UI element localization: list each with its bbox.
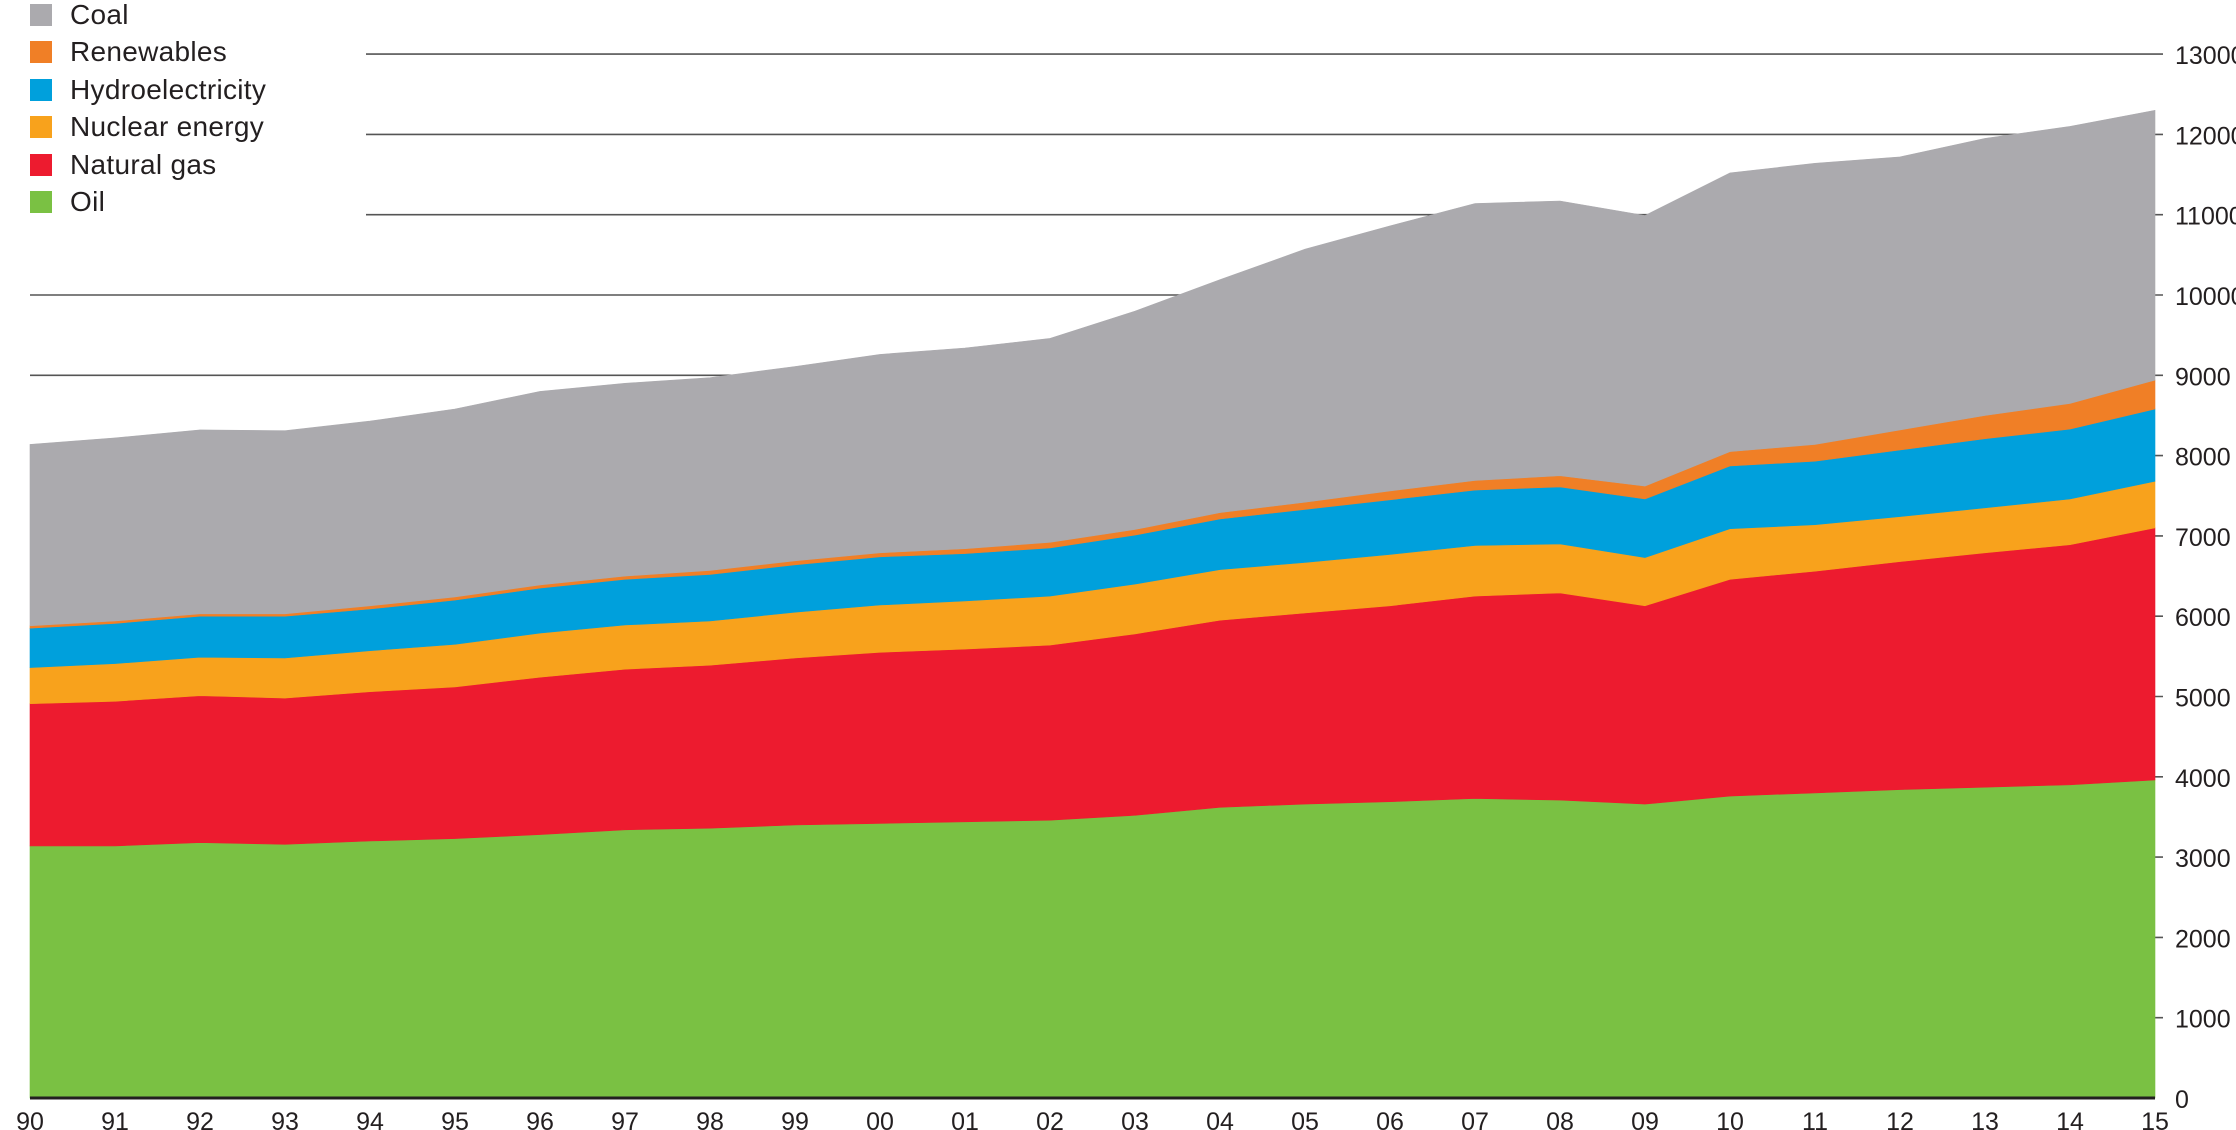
x-axis-tick-labels: 90 91 92 93 94 95 96 97 98 99 00 01 02 03 04 05 06 07 08 09… [16, 1108, 2169, 1130]
x-tick-label-12: 12 [1886, 1108, 1914, 1130]
legend-item-renewables: Renewables [30, 34, 266, 72]
y-tick-label-2000: 2000 [2175, 925, 2231, 953]
y-tick-label-10000: 10000 [2175, 283, 2236, 311]
y-tick-label-1000: 1000 [2175, 1006, 2231, 1034]
y-tick-label-13000: 13000 [2175, 42, 2236, 70]
legend-swatch-nuclear-energy [30, 116, 52, 139]
y-tick-label-5000: 5000 [2175, 685, 2231, 713]
legend-label-hydroelectricity: Hydroelectricity [70, 73, 267, 105]
legend: Coal Renewables Hydroelectricity Nuclear… [30, 0, 266, 221]
area-coal [29, 109, 2156, 627]
legend-label-coal: Coal [70, 0, 129, 30]
legend-label-nuclear-energy: Nuclear energy [70, 111, 265, 143]
legend-swatch-hydroelectricity [30, 78, 52, 101]
x-tick-label-05: 05 [1291, 1108, 1319, 1130]
x-tick-label-04: 04 [1206, 1108, 1234, 1130]
y-tick-label-12000: 12000 [2175, 122, 2236, 150]
legend-item-nuclear-energy: Nuclear energy [30, 109, 266, 147]
x-tick-label-07: 07 [1461, 1108, 1489, 1130]
x-tick-label-08: 08 [1546, 1108, 1574, 1130]
x-tick-label-02: 02 [1036, 1108, 1064, 1130]
x-tick-label-93: 93 [271, 1108, 299, 1130]
y-tick-label-7000: 7000 [2175, 524, 2231, 552]
legend-label-oil: Oil [70, 186, 106, 218]
x-tick-label-09: 09 [1631, 1108, 1659, 1130]
x-tick-label-06: 06 [1376, 1108, 1404, 1130]
legend-swatch-natural-gas [30, 153, 52, 176]
y-tick-label-4000: 4000 [2175, 765, 2231, 793]
y-tick-label-0: 0 [2175, 1086, 2189, 1114]
y-axis-tick-labels: 0 1000 2000 3000 4000 5000 6000 7000 8000 9000 100… [2175, 42, 2236, 1114]
legend-item-oil: Oil [30, 184, 266, 222]
legend-item-hydroelectricity: Hydroelectricity [30, 71, 266, 109]
y-tick-label-3000: 3000 [2175, 845, 2231, 873]
legend-swatch-oil [30, 191, 52, 214]
x-tick-label-01: 01 [951, 1108, 979, 1130]
legend-swatch-renewables [30, 41, 52, 64]
x-tick-label-90: 90 [16, 1108, 44, 1130]
x-tick-label-10: 10 [1716, 1108, 1744, 1130]
y-tick-label-9000: 9000 [2175, 363, 2231, 391]
x-tick-label-95: 95 [441, 1108, 469, 1130]
x-tick-label-96: 96 [526, 1108, 554, 1130]
x-tick-label-97: 97 [611, 1108, 639, 1130]
x-tick-label-99: 99 [781, 1108, 809, 1130]
x-tick-label-00: 00 [866, 1108, 894, 1130]
legend-label-natural-gas: Natural gas [70, 148, 217, 180]
area-series [29, 109, 2156, 1099]
x-tick-label-11: 11 [1802, 1108, 1828, 1130]
legend-label-renewables: Renewables [70, 36, 228, 68]
x-tick-label-15: 15 [2141, 1108, 2169, 1130]
x-tick-label-13: 13 [1971, 1108, 1999, 1130]
x-tick-label-92: 92 [186, 1108, 214, 1130]
x-tick-label-98: 98 [696, 1108, 724, 1130]
y-tick-label-6000: 6000 [2175, 604, 2231, 632]
x-tick-label-14: 14 [2056, 1108, 2084, 1130]
legend-swatch-coal [30, 3, 52, 26]
y-tick-label-8000: 8000 [2175, 444, 2231, 472]
legend-item-coal: Coal [30, 0, 266, 34]
x-tick-label-03: 03 [1121, 1108, 1149, 1130]
x-tick-label-94: 94 [356, 1108, 384, 1130]
x-tick-label-91: 91 [101, 1108, 129, 1130]
legend-item-natural-gas: Natural gas [30, 146, 266, 184]
y-tick-label-11000: 11000 [2175, 203, 2236, 231]
